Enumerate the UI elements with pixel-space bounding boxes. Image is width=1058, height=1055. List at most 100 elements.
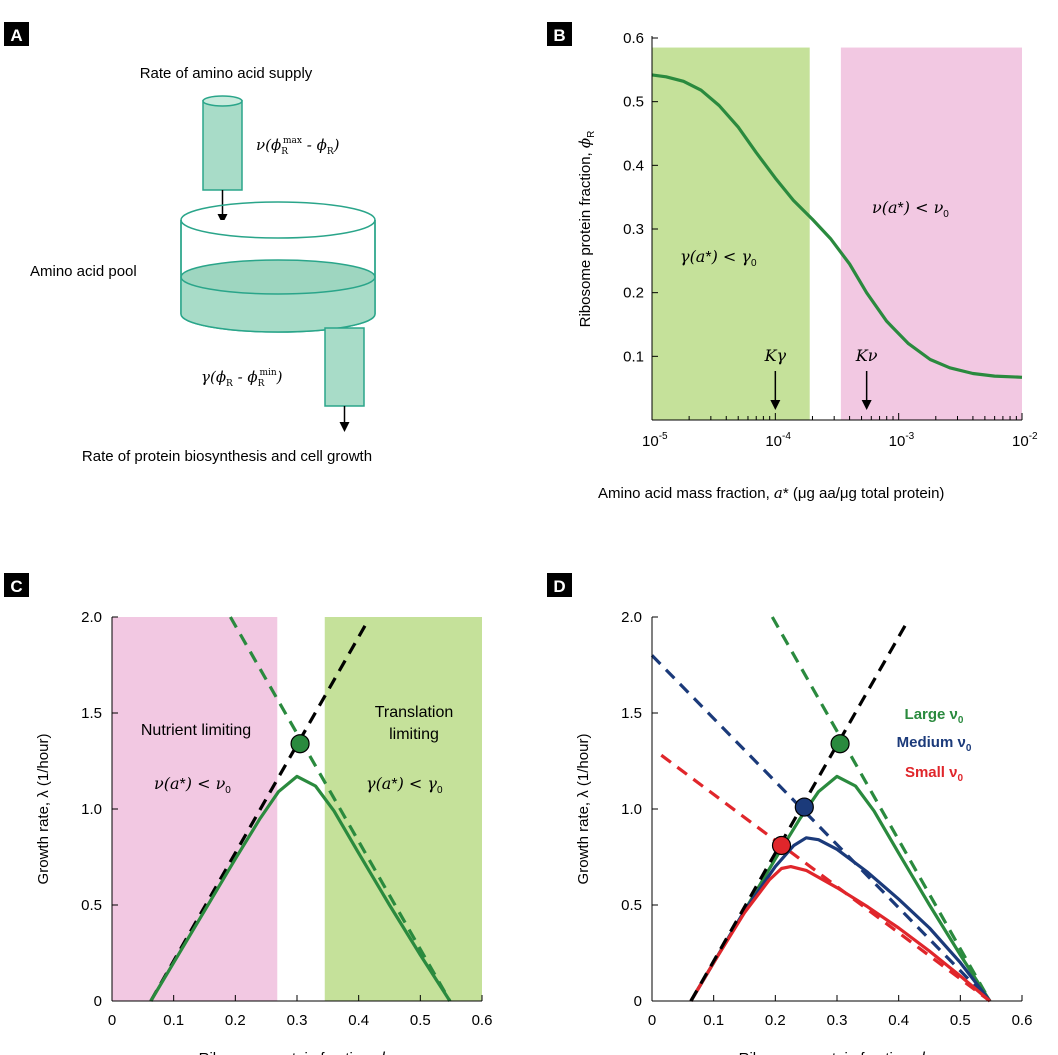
d-xtick-label-0: 0 <box>648 1012 656 1029</box>
b-xtick-label-3: 10-2 <box>1012 431 1038 450</box>
c-xtick-label-6: 0.6 <box>472 1012 493 1029</box>
outlet-arrowhead <box>339 422 350 432</box>
d-ylabel: Growth rate, λ (1/hour) <box>575 734 592 885</box>
d-xlabel: Ribosome protein fraction, ϕR <box>739 1049 936 1055</box>
b-ytick-label-1: 0.2 <box>623 285 644 302</box>
b-ytick-label-4: 0.5 <box>623 94 644 111</box>
d-legend-blue: Medium ν0 <box>897 734 972 754</box>
c-region-label-translation-2: limiting <box>389 726 439 743</box>
panel-label-d: D <box>547 573 572 597</box>
d-ytick-label-3: 1.5 <box>621 705 642 722</box>
d-xtick-label-6: 0.6 <box>1012 1012 1033 1029</box>
b-annotation-0: Kγ <box>764 346 787 365</box>
d-xtick-label-5: 0.5 <box>950 1012 971 1029</box>
c-region-condition-nutrient: ν(a*) < ν0 <box>154 774 231 796</box>
c-series-dashed-green <box>229 616 452 1002</box>
c-ylabel: Growth rate, λ (1/hour) <box>35 734 52 885</box>
amino-acid-pool <box>180 201 376 333</box>
b-region-label-pink: ν(a*) < ν0 <box>872 198 949 220</box>
c-series-dashed-black <box>149 622 369 1002</box>
d-point-green <box>830 734 850 754</box>
d-series-dashed-black <box>689 622 909 1002</box>
b-xtick-label-2: 10-3 <box>889 431 915 450</box>
b-curve-line <box>651 73 1023 379</box>
c-ytick-label-1: 0.5 <box>81 897 102 914</box>
d-series-dashed-blue <box>650 654 992 1003</box>
b-curves <box>651 73 1023 379</box>
d-series-dashed-green <box>770 616 992 1002</box>
d-ytick-label-4: 2.0 <box>621 609 642 626</box>
d-legend-red: Small ν0 <box>905 764 964 784</box>
c-series-solid-green <box>149 774 452 1002</box>
d-series-solid-red <box>689 865 991 1003</box>
d-ytick-label-1: 0.5 <box>621 897 642 914</box>
panel-label-b: B <box>547 22 572 46</box>
c-region-0 <box>112 617 278 1001</box>
d-point-blue <box>794 797 814 817</box>
b-regions <box>652 47 1022 421</box>
b-ytick-label-0: 0.1 <box>623 348 644 365</box>
c-regions <box>112 617 482 1001</box>
b-ytick-label-2: 0.3 <box>623 221 644 238</box>
panel-label-c-text: C <box>10 577 22 596</box>
d-axes: 0 0.1 0.2 0.3 0.4 0.5 0.6 0 0.5 1.0 1.5 2.0 <box>621 609 1032 1029</box>
panel-label-a: A <box>4 22 29 46</box>
b-xtick-label-1: 10-4 <box>765 431 791 450</box>
b-xlabel: Amino acid mass fraction, a* (μg aa/μg t… <box>598 484 944 502</box>
panel-b-chart: 0.1 0.2 0.3 0.4 0.5 0.6 10-5 10-4 10-3 10-2 Amino… <box>576 30 1038 502</box>
b-annotation-arrowhead-1 <box>861 400 872 410</box>
supply-formula: ν(ϕRmax - ϕR) <box>256 136 340 157</box>
c-axes: 0 0.1 0.2 0.3 0.4 0.5 0.6 0 0.5 1.0 1.5 2.0 <box>81 609 492 1029</box>
b-xtick-label-0: 10-5 <box>642 431 668 450</box>
panel-d-chart: 0 0.1 0.2 0.3 0.4 0.5 0.6 0 0.5 1.0 1.5 2.0 Ribosom… <box>575 609 1032 1055</box>
d-ytick-label-0: 0 <box>634 993 642 1010</box>
d-ytick-label-2: 1.0 <box>621 801 642 818</box>
c-region-label-nutrient: Nutrient limiting <box>141 722 251 739</box>
d-curves <box>650 616 992 1003</box>
supply-title: Rate of amino acid supply <box>140 65 313 82</box>
c-ytick-label-2: 1.0 <box>81 801 102 818</box>
d-legend-green: Large ν0 <box>905 706 964 726</box>
b-region-1 <box>840 47 1022 421</box>
c-region-label-translation-1: Translation <box>375 704 454 721</box>
c-ytick-label-0: 0 <box>94 993 102 1010</box>
b-region-0 <box>652 47 810 421</box>
c-ytick-label-4: 2.0 <box>81 609 102 626</box>
c-xtick-label-3: 0.3 <box>287 1012 308 1029</box>
b-axes: 0.1 0.2 0.3 0.4 0.5 0.6 10-5 10-4 10-3 10-2 <box>623 30 1038 450</box>
b-annotation-arrowhead-0 <box>770 400 781 410</box>
c-region-condition-translation: γ(a*) < γ0 <box>366 774 443 796</box>
d-xtick-label-4: 0.4 <box>888 1012 909 1029</box>
outlet-pipe <box>324 327 365 407</box>
c-intersection-point <box>290 734 310 754</box>
d-labels: Ribosome protein fraction, ϕR Growth rate… <box>575 706 972 1055</box>
c-xlabel: Ribosome protein fraction, ϕR <box>199 1049 396 1055</box>
c-xtick-label-2: 0.2 <box>225 1012 246 1029</box>
d-point-red <box>771 835 792 856</box>
pool-label: Amino acid pool <box>30 263 137 280</box>
c-xtick-label-5: 0.5 <box>410 1012 431 1029</box>
b-labels: Amino acid mass fraction, a* (μg aa/μg t… <box>576 131 949 502</box>
consume-formula: γ(ϕR - ϕRmin) <box>201 368 283 389</box>
panel-label-d-text: D <box>553 577 565 596</box>
b-region-label-green: γ(a*) < γ0 <box>680 247 757 269</box>
b-ytick-label-3: 0.4 <box>623 157 644 174</box>
c-xtick-label-4: 0.4 <box>348 1012 369 1029</box>
c-curves <box>149 616 452 1002</box>
output-label: Rate of protein biosynthesis and cell gr… <box>82 448 372 465</box>
panel-label-b-text: B <box>553 26 565 45</box>
b-ytick-label-5: 0.6 <box>623 30 644 47</box>
panel-label-c: C <box>4 573 29 597</box>
panel-a-diagram: Rate of amino acid supply ν(ϕRmax - ϕR) … <box>30 65 376 465</box>
c-ytick-label-3: 1.5 <box>81 705 102 722</box>
c-labels: Ribosome protein fraction, ϕR Growth rate… <box>35 704 453 1055</box>
b-ylabel: Ribosome protein fraction, ϕR <box>576 131 597 328</box>
b-annotation-1: Kν <box>855 346 878 365</box>
panel-label-a-text: A <box>10 26 22 45</box>
supply-pipe <box>202 95 243 191</box>
d-series-dashed-red <box>660 753 991 1003</box>
supply-arrowhead <box>217 214 228 224</box>
d-xtick-label-2: 0.2 <box>765 1012 786 1029</box>
panel-c-chart: 0 0.1 0.2 0.3 0.4 0.5 0.6 0 0.5 1.0 1.5 2.0 Ribosom… <box>35 609 492 1055</box>
